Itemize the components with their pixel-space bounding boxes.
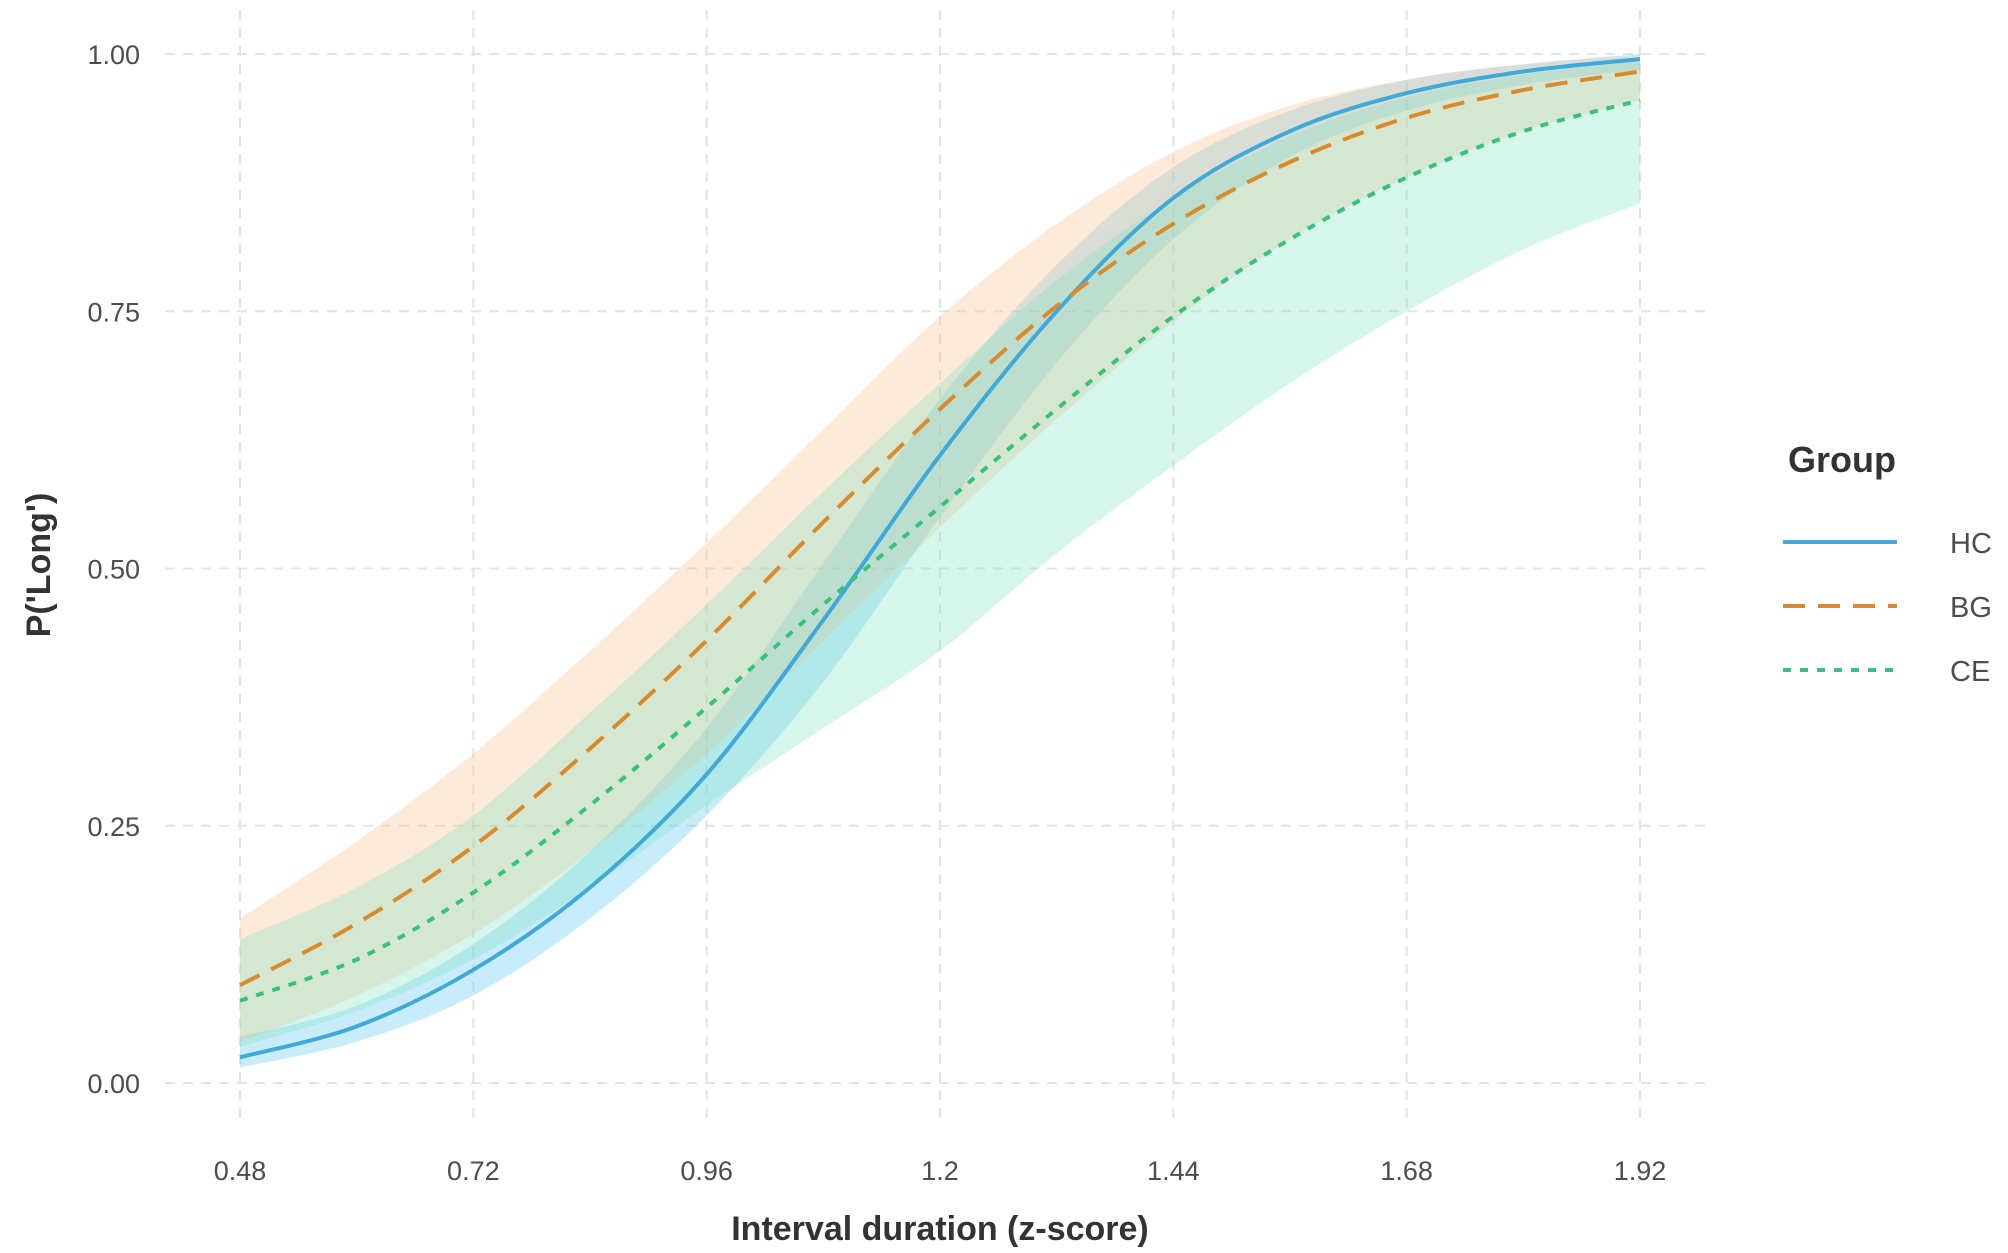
band-bg [240,56,1640,1042]
series-lines [239,57,1641,1060]
x-tick-label: 0.96 [680,1156,733,1186]
y-axis-ticks: 0.00 0.25 0.50 0.75 1.00 [87,40,140,1099]
legend-label-bg: BG [1950,592,1992,624]
x-tick-label: 1.68 [1380,1156,1433,1186]
y-tick-label: 0.25 [87,812,140,842]
x-axis-title: Interval duration (z-score) [731,1210,1149,1248]
legend-items: HC BG CE [1783,528,1992,688]
series-line-hc [239,57,1641,1060]
x-tick-label: 0.48 [214,1156,267,1186]
y-tick-label: 0.00 [87,1069,140,1099]
y-tick-label: 1.00 [87,40,140,70]
series-line-ce [239,98,1641,1003]
x-tick-label: 1.92 [1614,1156,1667,1186]
x-tick-label: 1.44 [1147,1156,1200,1186]
legend: Group HC BG CE [1783,439,1992,688]
legend-title: Group [1788,439,1896,480]
y-tick-label: 0.75 [87,297,140,327]
x-tick-label: 1.2 [921,1156,959,1186]
y-axis-title: P('Long') [20,493,58,638]
grid [165,10,1710,1125]
band-ce [240,61,1640,1047]
x-axis-ticks: 0.48 0.72 0.96 1.2 1.44 1.68 1.92 [214,1156,1667,1186]
confidence-bands [240,54,1640,1068]
series-line-bg [239,69,1641,987]
y-tick-label: 0.50 [87,555,140,585]
x-tick-label: 0.72 [447,1156,500,1186]
legend-label-hc: HC [1950,528,1992,560]
legend-label-ce: CE [1950,656,1990,688]
